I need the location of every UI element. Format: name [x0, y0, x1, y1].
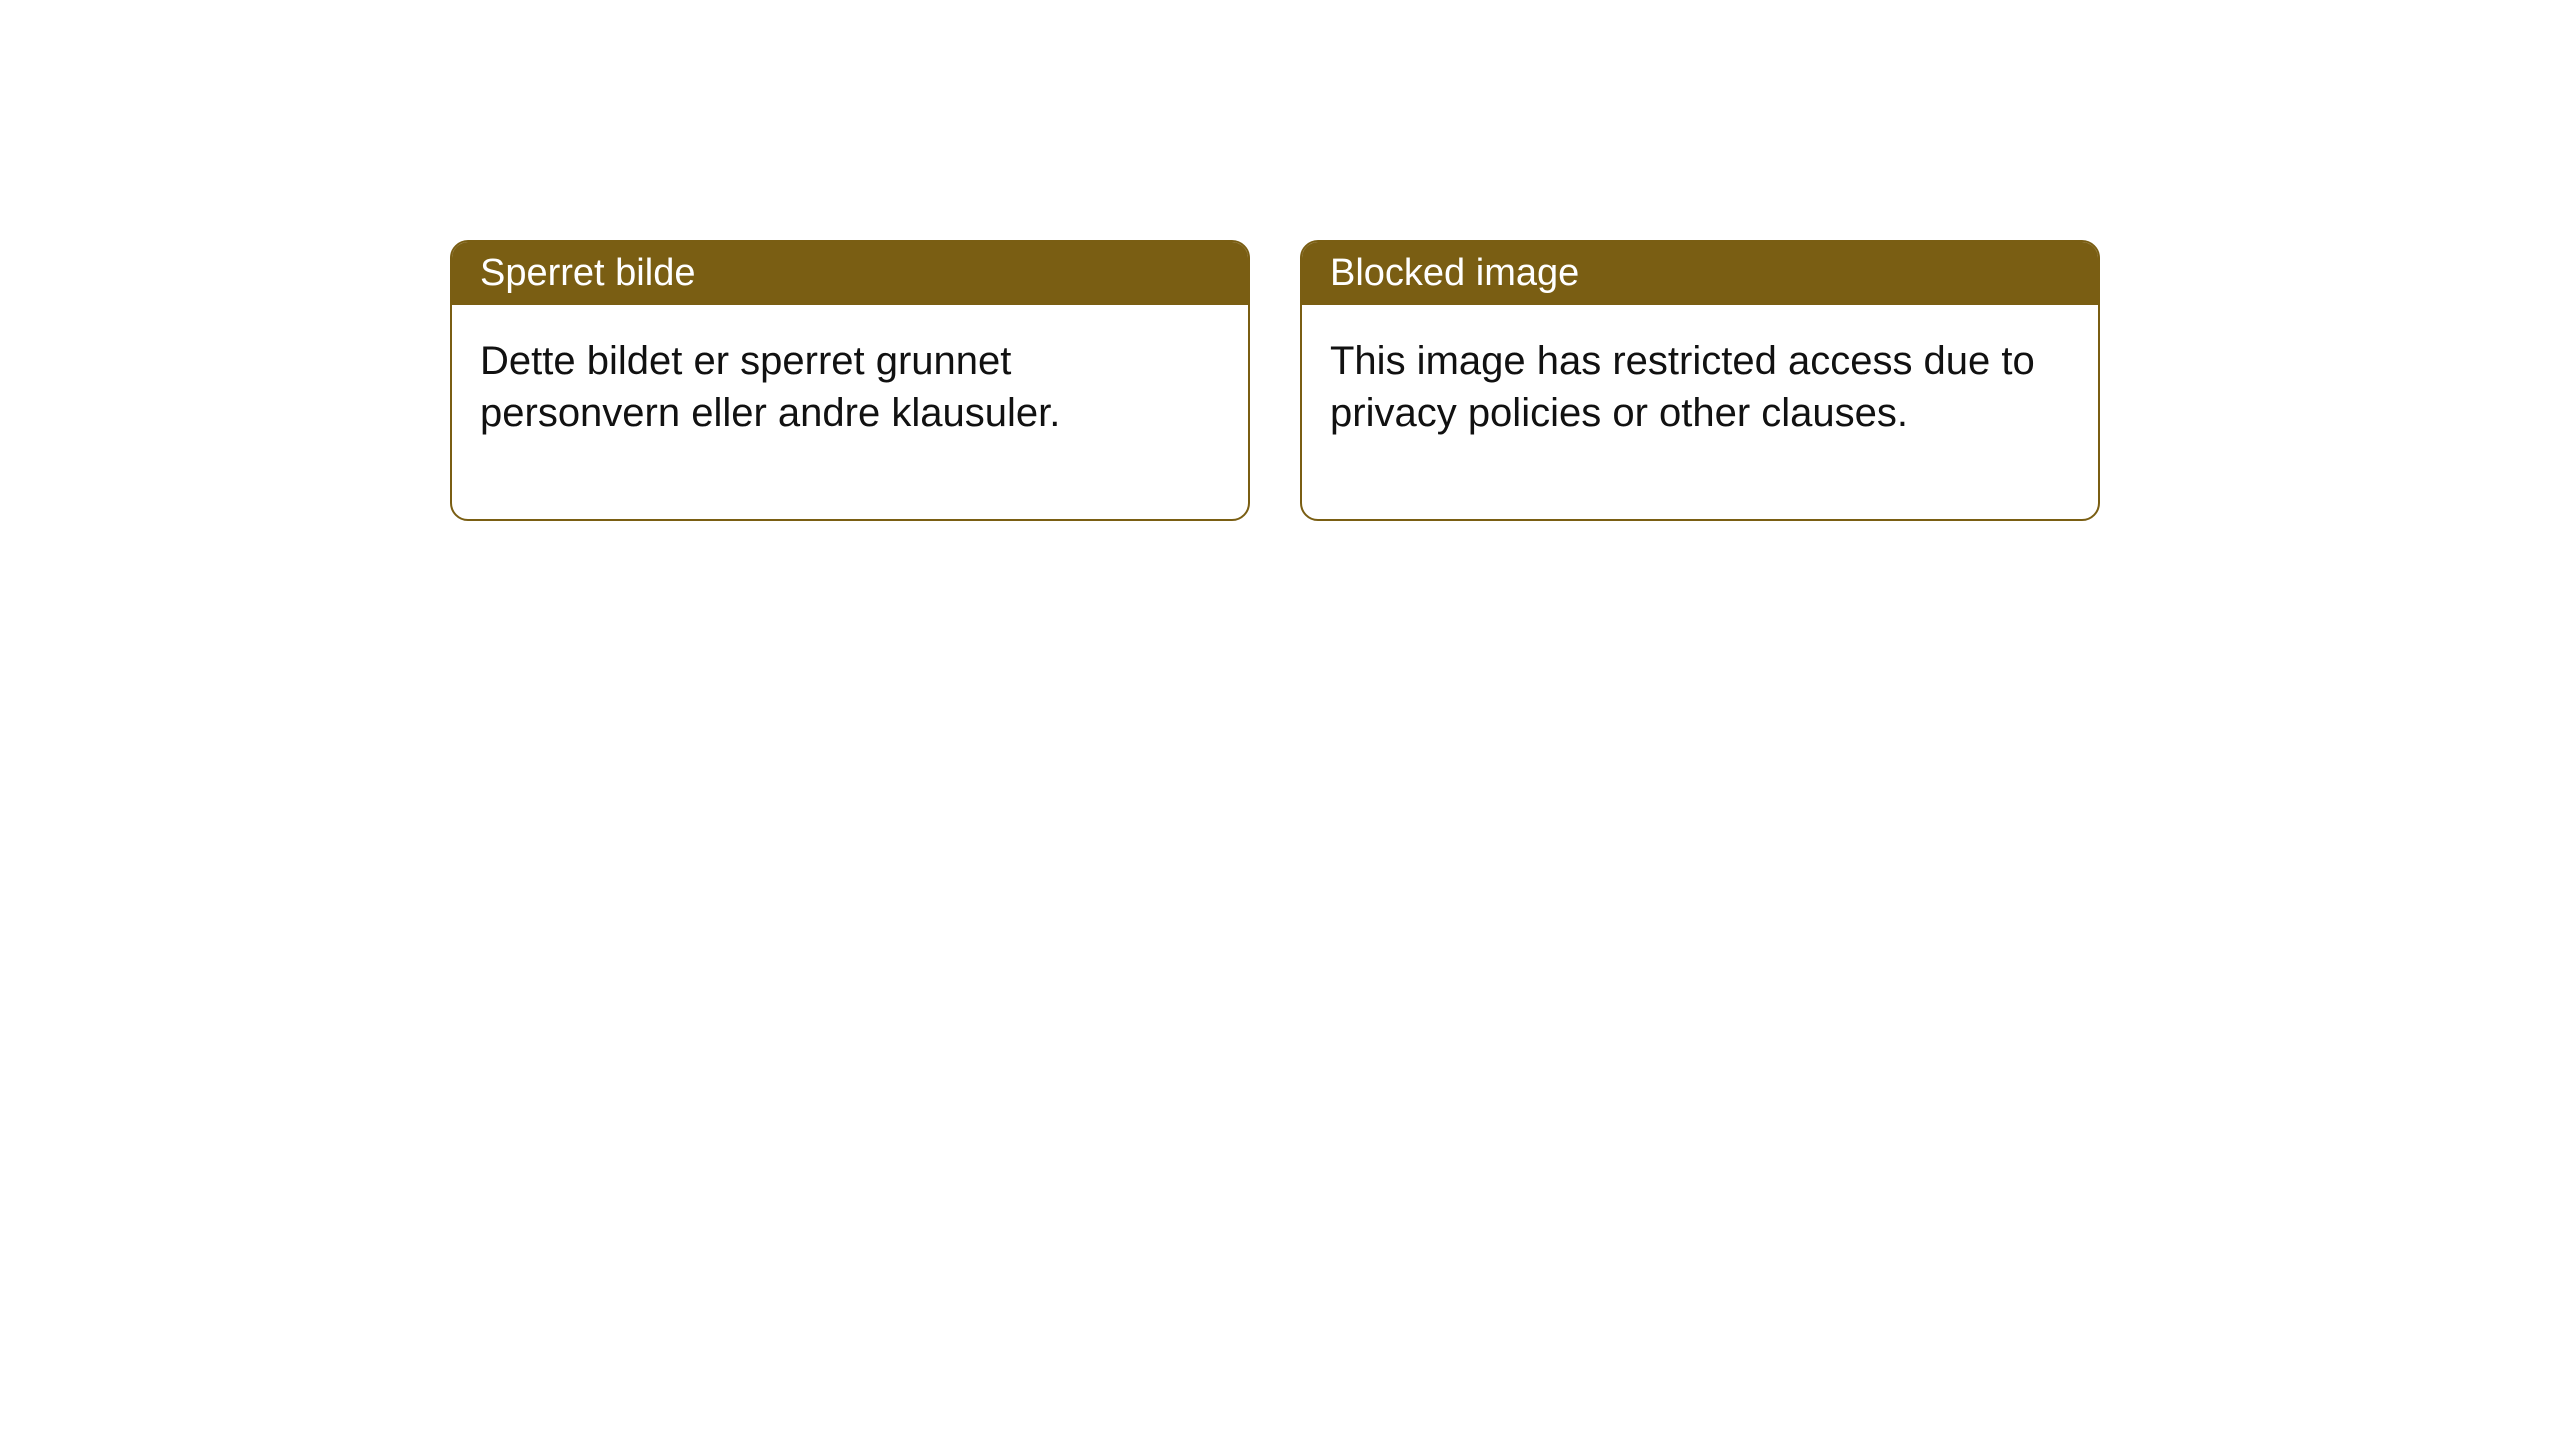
card-header-norwegian: Sperret bilde [452, 242, 1248, 305]
card-header-english: Blocked image [1302, 242, 2098, 305]
card-body-english: This image has restricted access due to … [1302, 305, 2098, 519]
notice-container: Sperret bilde Dette bildet er sperret gr… [450, 240, 2100, 521]
blocked-image-card-english: Blocked image This image has restricted … [1300, 240, 2100, 521]
blocked-image-card-norwegian: Sperret bilde Dette bildet er sperret gr… [450, 240, 1250, 521]
card-body-norwegian: Dette bildet er sperret grunnet personve… [452, 305, 1248, 519]
